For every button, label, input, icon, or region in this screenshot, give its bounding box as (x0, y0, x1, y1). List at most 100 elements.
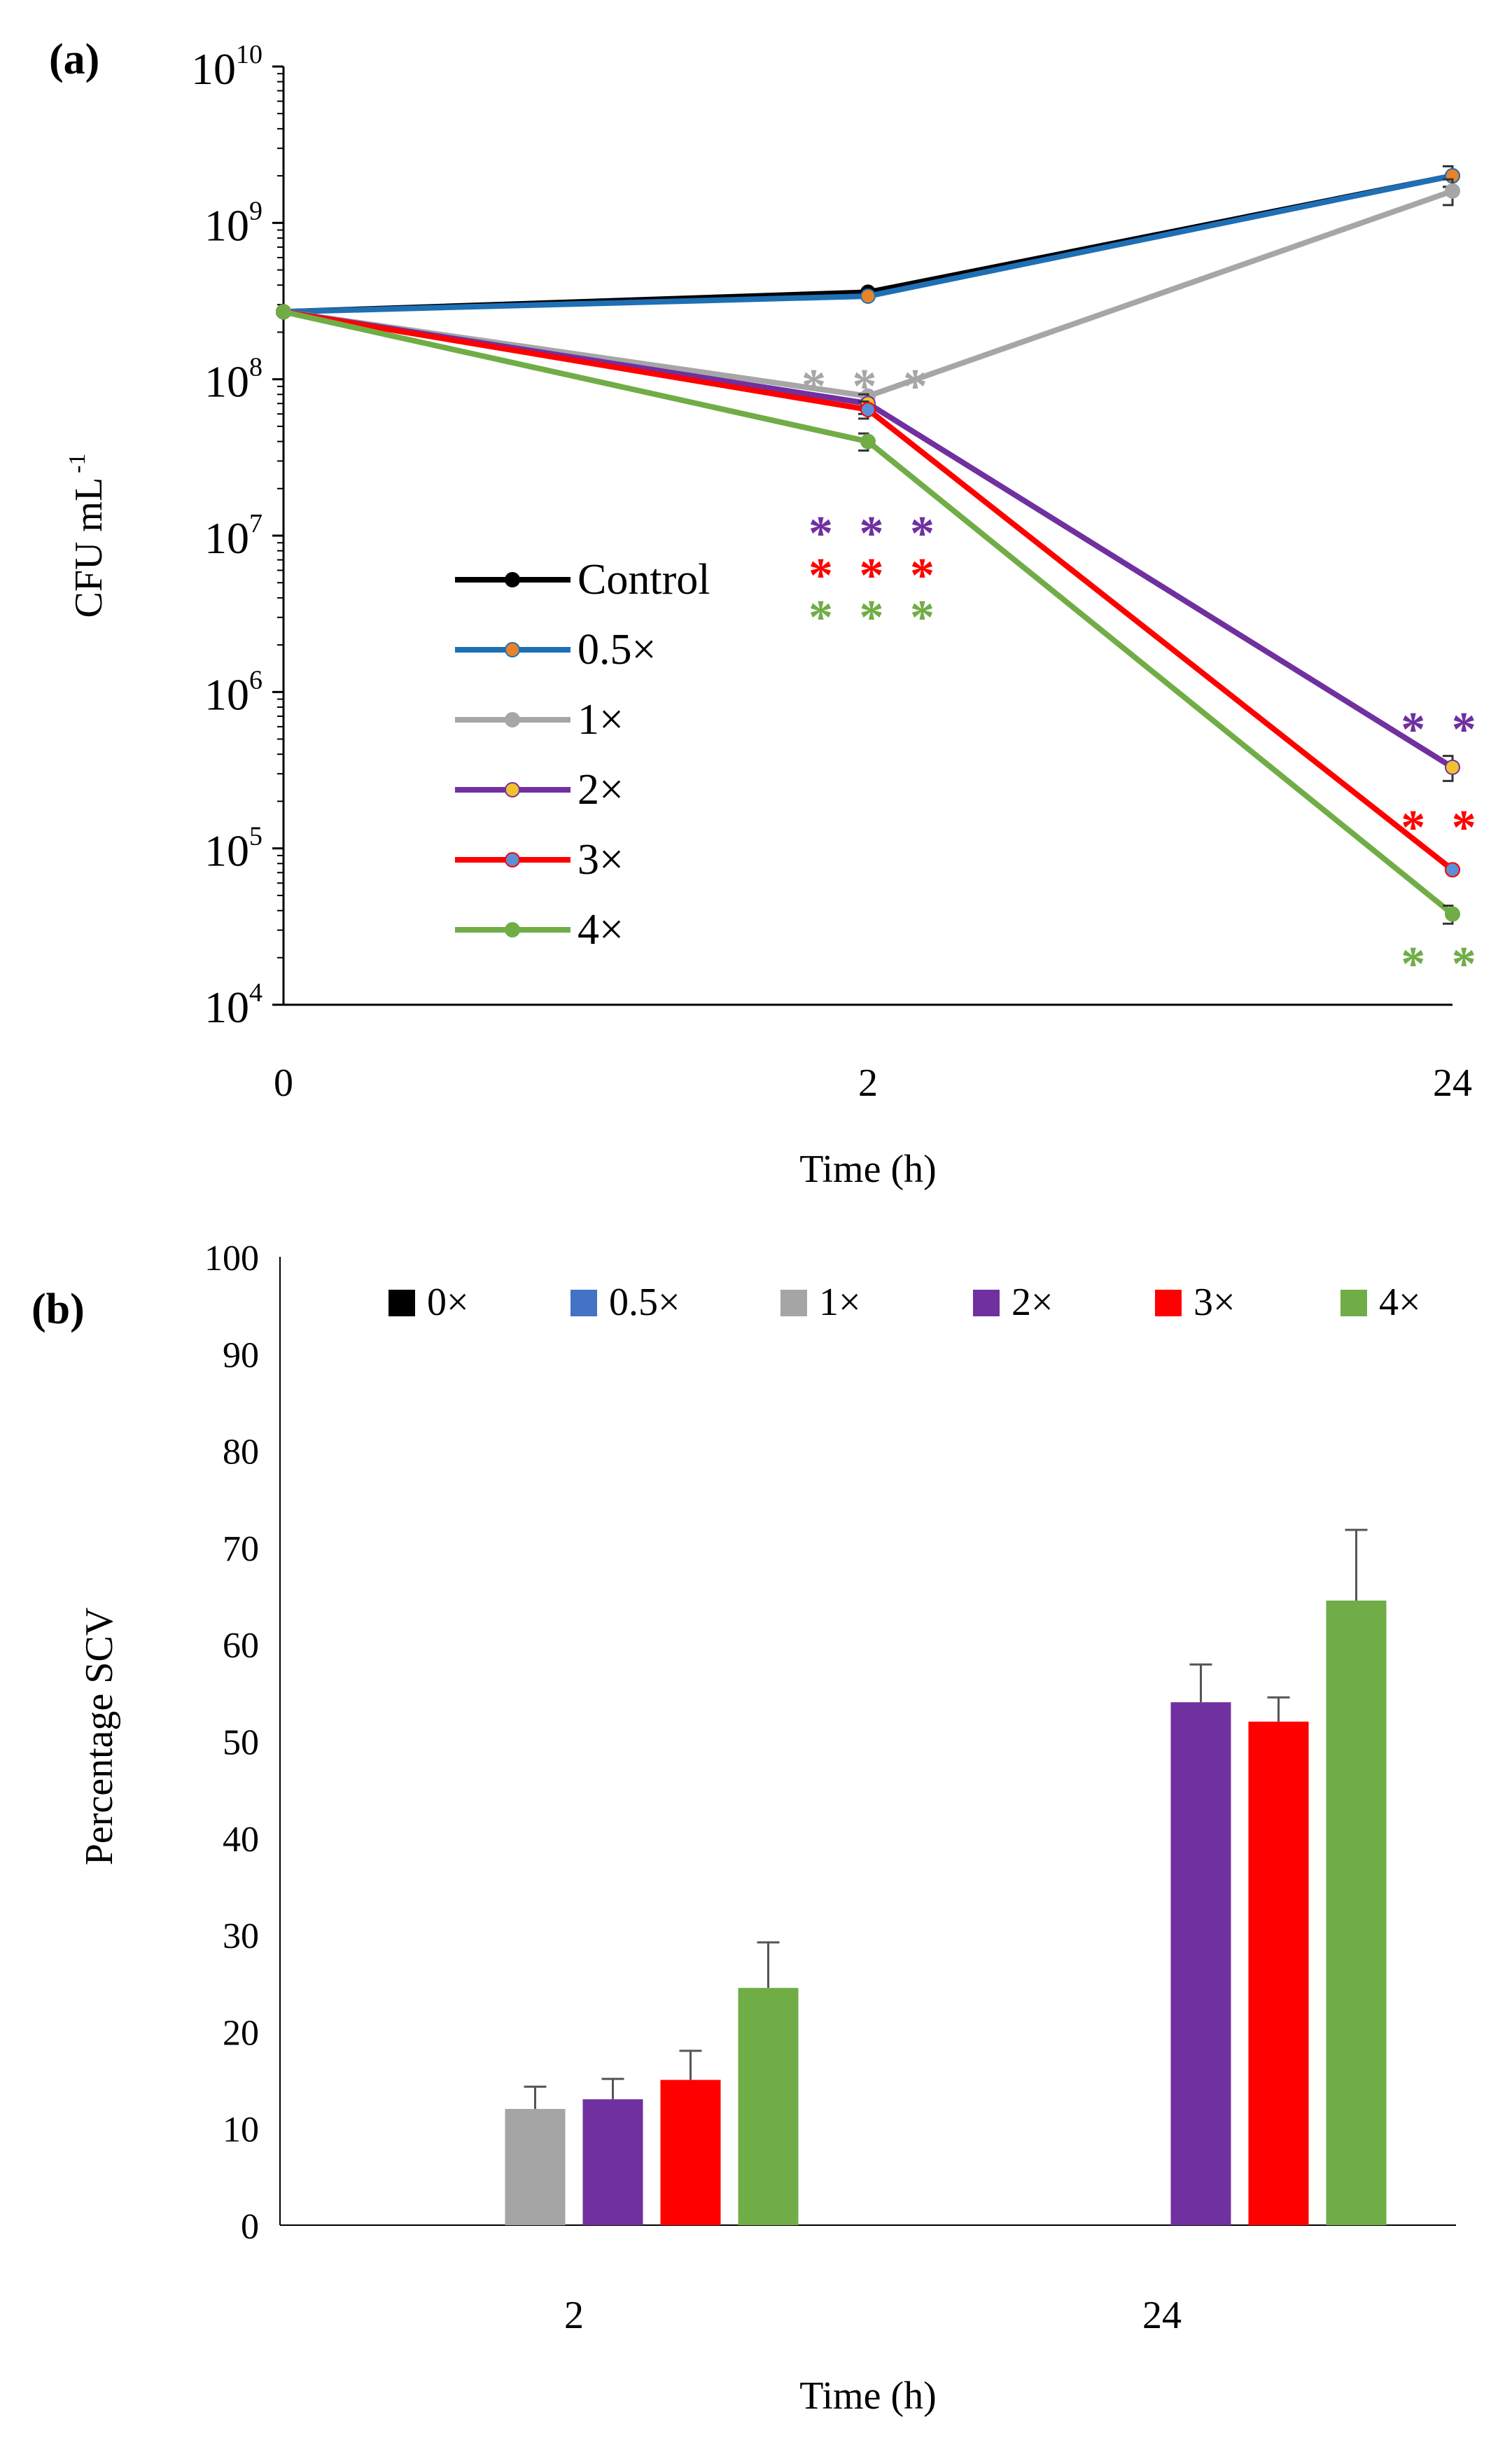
panel-b-y-tick-label: 30 (223, 1916, 259, 1956)
legend-item-3×: 3× (455, 836, 624, 884)
panel-b-x-tick-label: 2 (564, 2294, 584, 2337)
legend-label: 4× (578, 906, 624, 954)
legend-item-3×: 3× (1155, 1281, 1236, 1324)
legend-marker (505, 852, 520, 868)
legend-swatch (570, 1290, 597, 1316)
panel-b-y-tick-label: 10 (223, 2110, 259, 2150)
legend-label: 3× (578, 836, 624, 884)
significance-marker: * * (1401, 703, 1483, 757)
legend-item-1×: 1× (455, 696, 624, 744)
legend-marker (505, 712, 520, 727)
panel-b-y-axis-title: Percentage SCV (78, 1608, 121, 1866)
panel-a-y-tick-label: 107 (204, 509, 262, 563)
tick-exponent: 6 (249, 665, 262, 695)
panel-b-y-tick-label: 90 (223, 1335, 259, 1375)
data-point (860, 401, 876, 417)
legend-label: 1× (819, 1281, 861, 1324)
panel-a-x-tick-label: 0 (274, 1061, 293, 1105)
significance-marker: * * (1401, 938, 1483, 991)
legend-item-0.5×: 0.5× (570, 1281, 680, 1324)
significance-marker: * * * (802, 360, 934, 414)
tick-base: 10 (204, 513, 249, 563)
panel-a-y-tick-label: 104 (204, 978, 262, 1032)
legend-item-0.5×: 0.5× (455, 626, 656, 674)
tick-exponent: 7 (249, 509, 262, 538)
bar-3×-t24 (1248, 1721, 1309, 2225)
legend-label: 2× (1011, 1281, 1054, 1324)
panel-a-y-tick-label: 106 (204, 665, 262, 719)
panel-b-y-tick-label: 20 (223, 2013, 259, 2053)
legend-label: Control (578, 556, 710, 604)
legend-item-Control: Control (455, 556, 710, 604)
panel-b-y-tick-label: 80 (223, 1433, 259, 1472)
panel-b-bar-chart: (b) 0 10 20 30 40 50 60 70 80 90 100 2 24 0× 0.5× 1× 2… (31, 1239, 1456, 2418)
tick-exponent: 9 (249, 196, 262, 225)
panel-b-y-tick-label: 40 (223, 1820, 259, 1860)
legend-swatch (388, 1290, 415, 1316)
panel-a-label: (a) (49, 36, 99, 83)
legend-swatch (1155, 1290, 1182, 1316)
legend-marker (505, 922, 520, 938)
tick-exponent: 10 (236, 40, 262, 69)
data-point (1445, 183, 1460, 199)
tick-base: 10 (191, 44, 236, 94)
panel-a-x-axis-title: Time (h) (799, 1148, 937, 1191)
legend-item-2×: 2× (455, 766, 624, 814)
legend-swatch (780, 1290, 807, 1316)
data-point (1445, 862, 1460, 878)
panel-b-y-tick-label: 50 (223, 1723, 259, 1763)
legend-swatch (973, 1290, 1000, 1316)
legend-item-0×: 0× (388, 1281, 469, 1324)
data-point (276, 304, 291, 320)
legend-label: 4× (1379, 1281, 1421, 1324)
panel-b-y-tick-label: 70 (223, 1529, 259, 1569)
legend-label: 2× (578, 766, 624, 814)
legend-marker (505, 642, 520, 657)
panel-b-y-tick-label: 100 (204, 1239, 259, 1279)
data-point (860, 433, 876, 450)
tick-base: 10 (204, 200, 249, 250)
error-bar (1267, 1696, 1290, 1722)
legend-item-1×: 1× (780, 1281, 861, 1324)
panel-a-y-tick-label: 1010 (191, 40, 262, 94)
tick-base: 10 (204, 357, 249, 407)
error-bar (679, 2049, 702, 2080)
panel-a-y-tick-label: 109 (204, 196, 262, 250)
bar-3×-t2 (660, 2080, 721, 2225)
tick-base: 10 (204, 826, 249, 876)
significance-marker: * * * (808, 507, 941, 561)
legend-swatch (1340, 1290, 1367, 1316)
data-point (860, 288, 876, 304)
tick-base: 10 (204, 669, 249, 719)
bar-4×-t2 (738, 1988, 799, 2225)
panel-a-y-tick-label: 105 (204, 822, 262, 876)
significance-marker: * * * (808, 549, 941, 603)
panel-a-x-tick-label: 2 (858, 1061, 878, 1105)
legend-marker (505, 572, 520, 587)
tick-exponent: 8 (249, 353, 262, 382)
tick-exponent: 5 (249, 822, 262, 851)
panel-a-y-axis-title: CFU mL-1 (64, 453, 111, 618)
legend-label: 0.5× (609, 1281, 680, 1324)
panel-a-x-tick-label: 24 (1433, 1061, 1472, 1105)
bar-2×-t2 (582, 2099, 643, 2225)
legend-marker (505, 782, 520, 797)
error-bar (1345, 1528, 1368, 1601)
legend-item-4×: 4× (455, 906, 624, 954)
panel-b-label: (b) (31, 1286, 85, 1333)
significance-marker: * * * (808, 591, 941, 645)
tick-exponent: 4 (249, 978, 262, 1008)
legend-item-2×: 2× (973, 1281, 1054, 1324)
legend-item-4×: 4× (1340, 1281, 1421, 1324)
data-point (1445, 906, 1460, 922)
panel-b-x-tick-label: 24 (1142, 2294, 1182, 2337)
panel-b-x-axis-title: Time (h) (799, 2374, 937, 2418)
significance-marker: * * (1401, 801, 1483, 855)
error-bar (757, 1941, 780, 1988)
bar-1×-t2 (505, 2109, 566, 2225)
panel-a-y-tick-label: 108 (204, 353, 262, 407)
bar-2×-t24 (1170, 1702, 1231, 2225)
legend-label: 0.5× (578, 626, 656, 674)
